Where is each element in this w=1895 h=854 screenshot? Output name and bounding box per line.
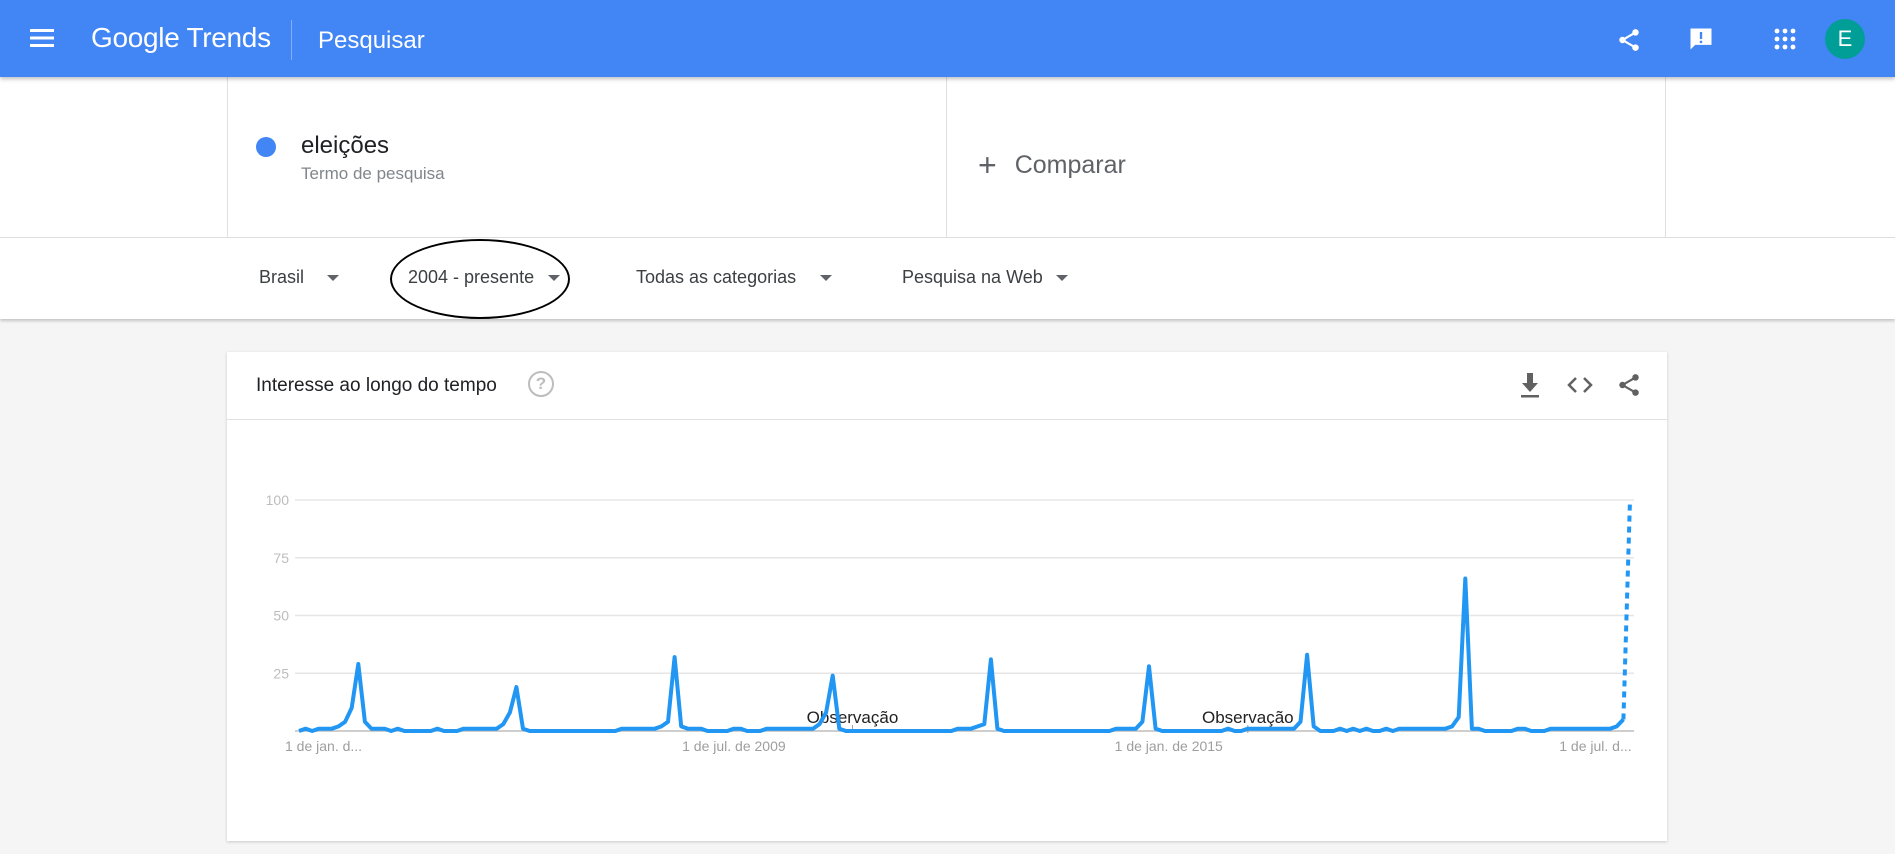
series-line (298, 576, 1625, 733)
share-icon[interactable] (1616, 26, 1642, 54)
chevron-down-icon[interactable] (820, 275, 832, 281)
column-divider (1665, 77, 1666, 238)
apps-grid-icon[interactable] (1774, 28, 1796, 50)
highlight-ellipse (390, 239, 570, 319)
y-tick-label: 75 (273, 550, 289, 566)
card-divider (227, 419, 1667, 420)
search-terms-bar: eleições Termo de pesquisa + Comparar (0, 77, 1895, 238)
x-tick-label: 1 de jul. de 2009 (682, 738, 786, 754)
annotation-label: Observação (807, 708, 899, 727)
app-header: Google Trends Pesquisar E (0, 0, 1895, 77)
region-dropdown[interactable]: Brasil (259, 267, 305, 287)
compare-button[interactable]: + Comparar (978, 147, 1126, 184)
y-tick-label: 100 (266, 492, 290, 508)
x-tick-label: 1 de jan. d... (285, 738, 362, 754)
search-type-dropdown[interactable]: Pesquisa na Web (902, 267, 1043, 287)
category-dropdown[interactable]: Todas as categorias (636, 267, 797, 287)
column-divider (946, 77, 947, 238)
download-icon[interactable] (1519, 372, 1541, 398)
term-color-dot (256, 137, 276, 157)
feedback-icon[interactable] (1687, 25, 1715, 53)
hamburger-menu-icon[interactable] (30, 28, 54, 48)
compare-label: Comparar (1014, 151, 1126, 179)
y-tick-label: 25 (273, 665, 289, 681)
filter-bar: Brasil 2004 - presente Todas as categori… (0, 238, 1895, 319)
x-tick-label: 1 de jul. d... (1559, 738, 1631, 754)
avatar[interactable]: E (1825, 19, 1865, 59)
google-trends-logo[interactable]: Google Trends (91, 22, 271, 53)
share-icon[interactable] (1616, 371, 1642, 399)
chevron-down-icon[interactable] (327, 275, 339, 281)
interest-over-time-card: Interesse ao longo do tempo ? 100 75 50 25 1… (227, 352, 1667, 841)
plus-icon: + (978, 147, 997, 183)
card-title: Interesse ao longo do tempo (256, 375, 497, 396)
annotation-label: Observação (1202, 708, 1294, 727)
y-tick-label: 50 (273, 608, 289, 624)
interest-line-chart: 100 75 50 25 1 de jan. d... 1 de jul. de 2009… (266, 492, 1634, 754)
embed-code-icon[interactable] (1567, 376, 1593, 394)
help-icon[interactable]: ? (528, 371, 554, 397)
header-divider (291, 20, 292, 60)
x-tick-label: 1 de jan. de 2015 (1115, 738, 1223, 754)
partial-data-line (1621, 499, 1632, 720)
search-term-subtitle: Termo de pesquisa (301, 164, 445, 183)
page-title: Pesquisar (318, 27, 425, 54)
search-term[interactable]: eleições (301, 132, 390, 159)
column-divider (227, 77, 228, 238)
chevron-down-icon[interactable] (1056, 275, 1068, 281)
